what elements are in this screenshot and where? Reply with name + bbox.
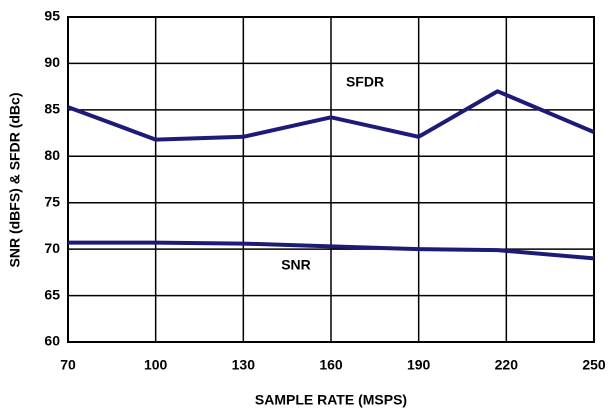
- plot-frame: [67, 16, 595, 343]
- y-tick-label: 90: [44, 54, 60, 70]
- x-tick-label: 190: [407, 357, 431, 373]
- series-label: SFDR: [346, 74, 384, 90]
- y-tick-label: 85: [44, 101, 60, 117]
- y-tick-label: 75: [44, 193, 60, 209]
- y-tick-label: 95: [44, 8, 60, 24]
- x-tick-label: 250: [582, 357, 606, 373]
- x-axis-label: SAMPLE RATE (MSPS): [255, 392, 407, 408]
- x-tick-label: 70: [60, 357, 76, 373]
- y-tick-label: 65: [44, 286, 60, 302]
- y-tick-label: 60: [44, 333, 60, 349]
- series-line: [67, 89, 595, 142]
- x-tick-label: 160: [319, 357, 343, 373]
- y-axis-label: SNR (dBFS) & SFDR (dBc): [7, 93, 23, 268]
- series-label: SNR: [281, 257, 311, 273]
- series-line: [68, 240, 595, 261]
- y-tick-label: 80: [44, 147, 60, 163]
- x-tick-label: 220: [495, 357, 519, 373]
- x-tick-label: 100: [144, 357, 168, 373]
- x-tick-label: 130: [232, 357, 256, 373]
- y-tick-label: 70: [44, 240, 60, 256]
